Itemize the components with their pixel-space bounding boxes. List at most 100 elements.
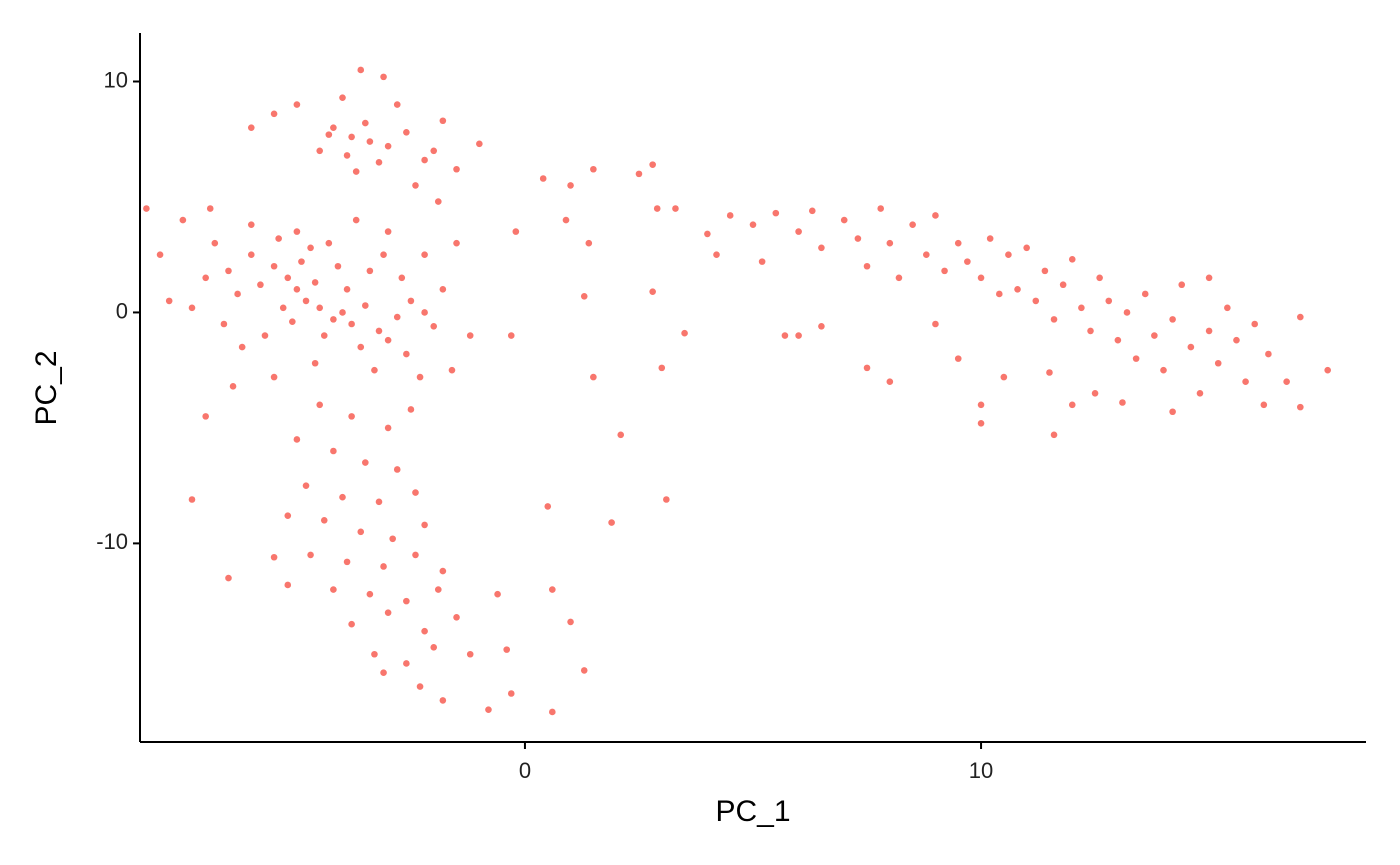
point (877, 205, 885, 212)
point (772, 209, 780, 217)
point (658, 364, 666, 372)
point (466, 332, 474, 339)
point (325, 131, 333, 138)
point (1324, 366, 1331, 374)
point (466, 650, 474, 658)
point (311, 359, 319, 367)
point (808, 207, 816, 215)
point (357, 343, 365, 351)
point (580, 667, 588, 674)
point (672, 205, 679, 212)
point (325, 239, 333, 247)
point (421, 521, 428, 529)
point (284, 581, 292, 589)
point (407, 406, 415, 413)
point (339, 493, 346, 501)
point (293, 436, 301, 443)
x-tick-label: 0 (519, 758, 531, 783)
point (1151, 332, 1158, 339)
point (1214, 359, 1222, 367)
point (1297, 403, 1304, 411)
point (270, 373, 278, 381)
point (1091, 389, 1099, 397)
point (206, 205, 214, 212)
point (977, 274, 985, 282)
y-tick-label: 0 (116, 298, 128, 323)
point (1005, 251, 1012, 259)
point (580, 292, 588, 300)
point (384, 424, 392, 432)
y-tick-label: -10 (96, 529, 128, 554)
point (343, 152, 351, 159)
point (923, 251, 930, 259)
point (348, 620, 355, 628)
point (713, 251, 720, 259)
point (316, 304, 324, 312)
point (421, 251, 428, 259)
y-axis-label: PC_2 (30, 350, 63, 425)
point (293, 101, 301, 108)
point (421, 156, 428, 164)
point (330, 586, 337, 593)
point (1000, 373, 1008, 381)
point (453, 165, 460, 173)
point (549, 708, 556, 716)
point (362, 459, 369, 466)
point (1233, 336, 1240, 344)
point (375, 159, 383, 166)
point (726, 212, 734, 219)
point (366, 267, 374, 275)
point (375, 327, 383, 335)
point (165, 297, 173, 305)
point (1041, 267, 1049, 275)
point (238, 343, 246, 351)
point (403, 660, 410, 667)
point (225, 267, 232, 275)
point (1169, 408, 1176, 416)
point (307, 551, 314, 559)
point (1132, 355, 1140, 362)
point (954, 239, 962, 247)
point (1187, 343, 1195, 351)
point (220, 320, 228, 328)
point (330, 316, 337, 323)
point (439, 117, 447, 125)
point (1123, 309, 1131, 316)
point (995, 290, 1003, 298)
point (544, 503, 552, 510)
point (211, 239, 219, 247)
point (1046, 369, 1053, 376)
point (681, 329, 688, 337)
point (503, 646, 511, 653)
point (758, 258, 766, 265)
point (649, 161, 656, 168)
point (1050, 316, 1058, 323)
point (886, 378, 894, 386)
point (270, 262, 278, 270)
point (380, 73, 387, 81)
point (302, 297, 310, 305)
point (352, 168, 360, 175)
point (539, 175, 547, 182)
point (357, 66, 365, 74)
point (293, 228, 301, 235)
point (986, 235, 994, 242)
point (393, 101, 401, 108)
point (421, 627, 428, 635)
point (403, 350, 410, 358)
point (330, 124, 337, 131)
point (188, 304, 196, 312)
point (348, 413, 355, 420)
point (977, 401, 985, 409)
point (1114, 336, 1122, 344)
point (448, 366, 456, 374)
point (339, 309, 346, 316)
point (247, 124, 255, 131)
point (964, 258, 971, 265)
point (863, 364, 871, 372)
point (781, 332, 789, 339)
point (1297, 313, 1304, 321)
point (421, 309, 428, 316)
point (1119, 399, 1126, 406)
